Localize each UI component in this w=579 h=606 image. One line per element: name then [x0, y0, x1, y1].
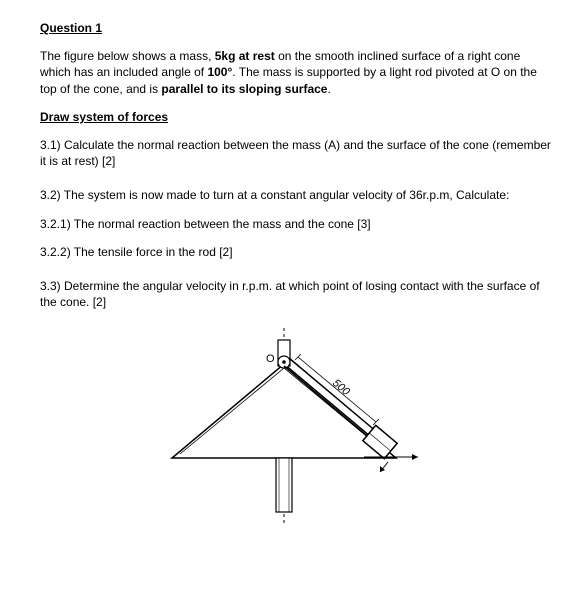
intro-bold-angle: 100°	[207, 65, 232, 79]
intro-text-1: The figure below shows a mass,	[40, 49, 215, 63]
question-3-1: 3.1) Calculate the normal reaction betwe…	[40, 137, 551, 169]
pivot-label: O	[266, 353, 275, 365]
question-3-3: 3.3) Determine the angular velocity in r…	[40, 278, 551, 310]
question-3-2-2: 3.2.2) The tensile force in the rod [2]	[40, 244, 551, 260]
intro-paragraph: The figure below shows a mass, 5kg at re…	[40, 48, 551, 97]
cone-figure: O 500	[166, 322, 426, 532]
intro-bold-mass: 5kg at rest	[215, 49, 275, 63]
cone-stem	[276, 458, 292, 512]
document-page: Question 1 The figure below shows a mass…	[0, 0, 579, 606]
cone-diagram-svg: O 500	[166, 322, 426, 532]
question-heading: Question 1	[40, 20, 551, 36]
pivot-dot	[282, 360, 286, 364]
intro-text-4: .	[327, 82, 330, 96]
intro-bold-parallel: parallel to its sloping surface	[161, 82, 327, 96]
draw-forces-heading: Draw system of forces	[40, 109, 551, 125]
question-3-2-1: 3.2.1) The normal reaction between the m…	[40, 216, 551, 232]
question-3-2: 3.2) The system is now made to turn at a…	[40, 187, 551, 203]
small-arrow	[380, 462, 388, 472]
figure-container: O 500	[40, 322, 551, 532]
